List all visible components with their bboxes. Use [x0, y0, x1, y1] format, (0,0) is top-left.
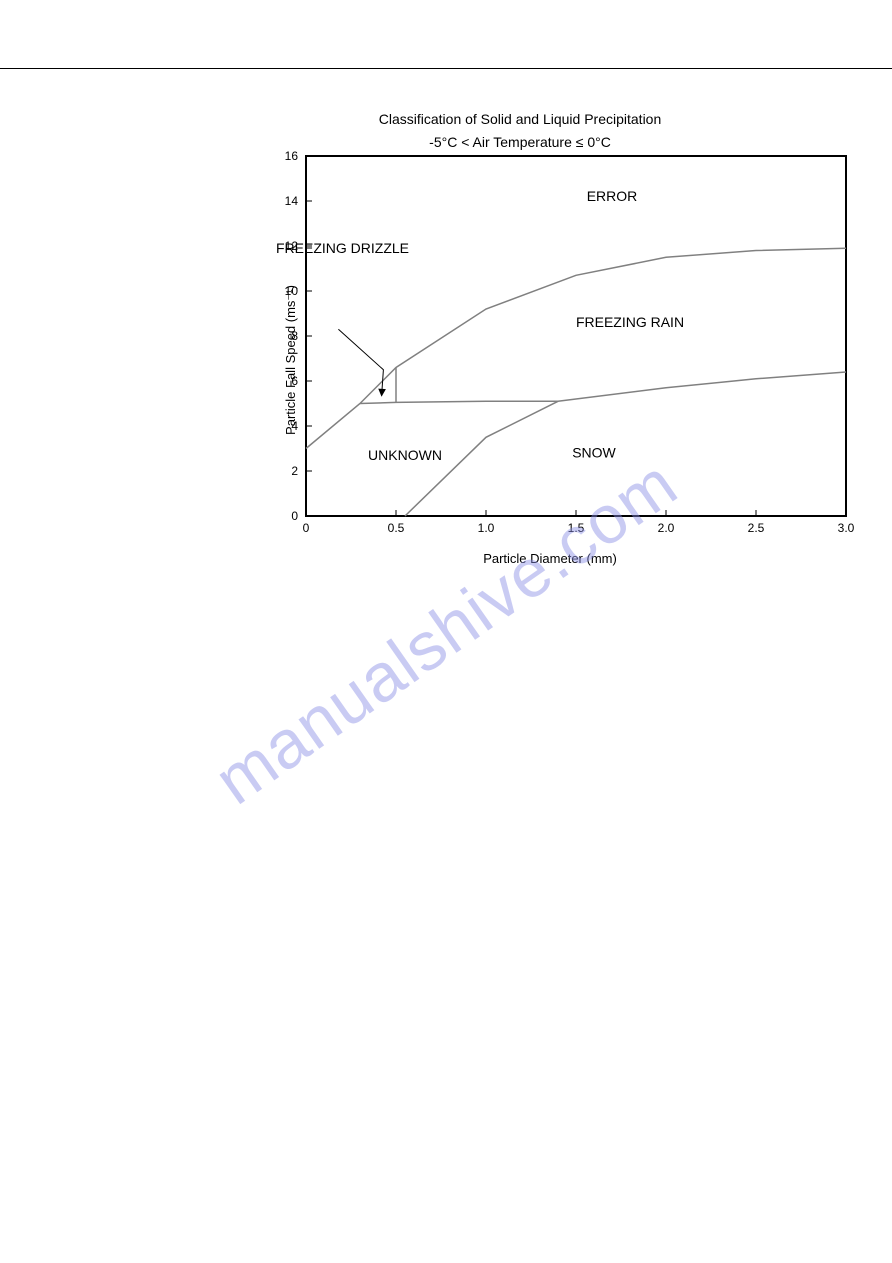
- x-tick-label: 2.5: [748, 521, 765, 535]
- region-label: SNOW: [572, 445, 616, 461]
- chart-container: Classification of Solid and Liquid Preci…: [200, 110, 840, 566]
- y-tick-label: 2: [291, 464, 298, 478]
- plot-svg: 00.51.01.52.02.53.00246810121416ERRORFRE…: [260, 154, 862, 542]
- x-tick-label: 0.5: [388, 521, 405, 535]
- region-label: UNKNOWN: [368, 447, 442, 463]
- y-tick-label: 14: [285, 194, 299, 208]
- y-tick-label: 0: [291, 509, 298, 523]
- callout-label: FREEZING DRIZZLE: [276, 240, 409, 256]
- page-top-rule: [0, 68, 892, 69]
- region-label: ERROR: [587, 188, 638, 204]
- x-tick-label: 3.0: [838, 521, 855, 535]
- x-tick-label: 1.5: [568, 521, 585, 535]
- chart-title: Classification of Solid and Liquid Preci…: [200, 110, 840, 128]
- x-tick-label: 0: [303, 521, 310, 535]
- plot-holder: Particle Fall Speed (ms⁻¹) 0 0.5 1.0 1.5 2.0…: [260, 154, 840, 566]
- x-axis-label: Particle Diameter (mm): [260, 551, 840, 566]
- x-tick-label: 2.0: [658, 521, 675, 535]
- chart-subtitle: -5°C < Air Temperature ≤ 0°C: [200, 134, 840, 150]
- x-tick-label: 1.0: [478, 521, 495, 535]
- region-label: FREEZING RAIN: [576, 314, 684, 330]
- y-tick-label: 16: [285, 149, 299, 163]
- y-axis-label: Particle Fall Speed (ms⁻¹): [283, 285, 299, 435]
